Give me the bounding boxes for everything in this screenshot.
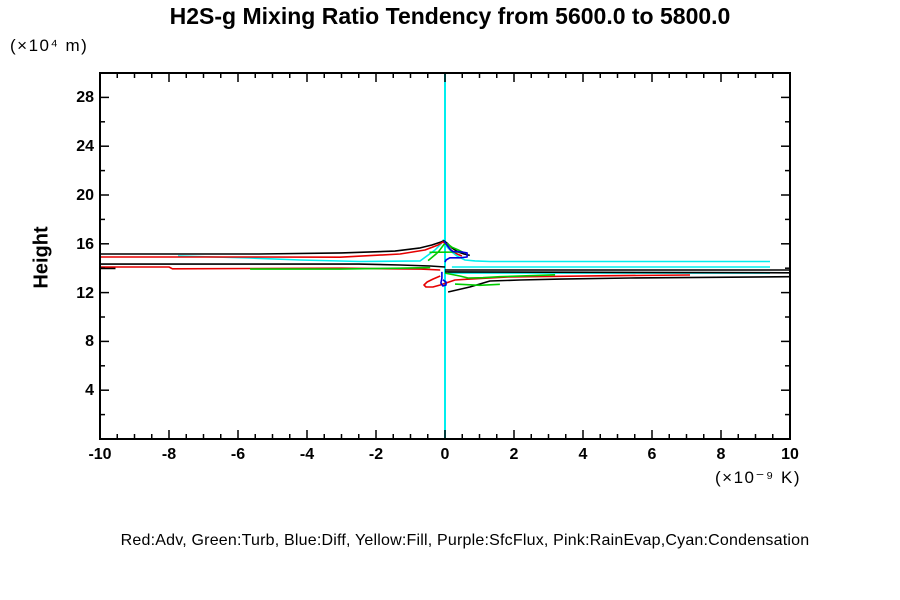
series-turb-right: [444, 272, 556, 279]
x-tick-label-10: 10: [781, 446, 799, 463]
x-tick-label--4: -4: [299, 446, 315, 463]
x-tick-label-0: 0: [440, 446, 450, 463]
series-turb-low: [454, 283, 500, 287]
x-axis-unit-label: (×10⁻⁹ K): [715, 468, 801, 487]
series-diff-dip: [440, 271, 447, 287]
x-tick-label-6: 6: [647, 446, 657, 463]
x-tick-label--6: -6: [230, 446, 246, 463]
x-tick-label-2: 2: [509, 446, 519, 463]
x-tick-label-4: 4: [578, 446, 588, 463]
series-diff-peak: [443, 240, 468, 263]
y-tick-label-4: 4: [85, 382, 94, 400]
y-tick-label-28: 28: [76, 89, 94, 107]
series-total-diagonal: [447, 275, 791, 293]
series-total-top: [100, 240, 470, 257]
x-tick-label--8: -8: [161, 446, 177, 463]
y-tick-label-24: 24: [76, 138, 94, 156]
y-tick-label-8: 8: [85, 333, 94, 351]
x-tick-label--2: -2: [368, 446, 384, 463]
legend-text: Red:Adv, Green:Turb, Blue:Diff, Yellow:F…: [120, 532, 810, 549]
series-condensation-profile: [177, 239, 770, 263]
series-total-mid: [100, 263, 446, 268]
y-axis-unit-label: (×10⁴ m): [10, 36, 89, 55]
series-total-band-2: [444, 271, 791, 274]
y-tick-label-20: 20: [76, 187, 94, 204]
x-tick-label-8: 8: [716, 446, 726, 463]
y-tick-label-16: 16: [76, 235, 94, 253]
chart-title: H2S-g Mixing Ratio Tendency from 5600.0 …: [169, 3, 731, 29]
series-turb-left: [250, 266, 431, 270]
x-tick-label--10: -10: [88, 446, 112, 463]
y-tick-label-12: 12: [76, 284, 94, 302]
